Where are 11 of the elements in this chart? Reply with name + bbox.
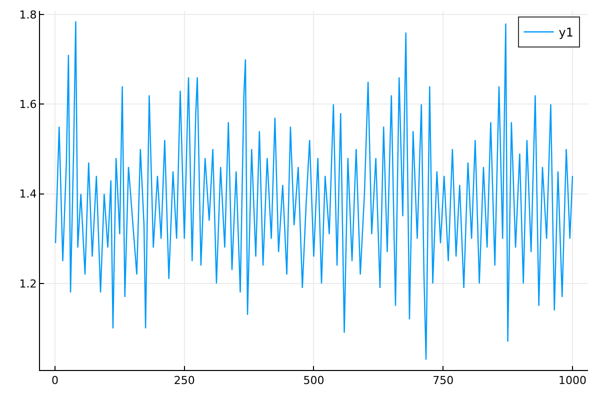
x-tick-label: 750: [432, 374, 454, 388]
y-tick-label: 1.8: [19, 8, 37, 22]
x-tick-label: 0: [52, 374, 59, 388]
line-series: [54, 20, 574, 360]
y-tick-label: 1.6: [19, 98, 37, 112]
x-tick-label: 500: [303, 374, 324, 388]
x-tick-label: 250: [174, 374, 195, 388]
x-tick-label: 1000: [558, 374, 586, 388]
legend-label: y1: [558, 26, 574, 40]
y-tick-label: 1.4: [19, 188, 37, 201]
y-tick-label: 1.2: [19, 277, 37, 290]
